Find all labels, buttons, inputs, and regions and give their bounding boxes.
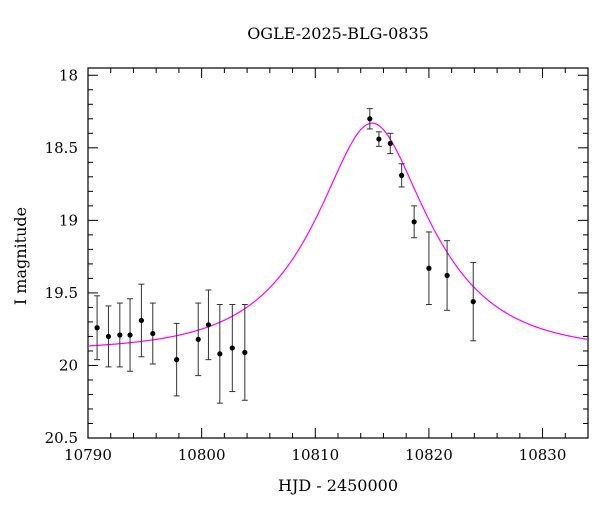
point-marker xyxy=(205,322,212,328)
x-tick-label: 10830 xyxy=(519,446,567,464)
point-marker xyxy=(174,357,180,363)
data-point xyxy=(470,261,477,342)
data-point xyxy=(387,132,394,155)
plot-frame xyxy=(87,67,589,439)
point-marker xyxy=(217,351,223,357)
y-tick-label: 20.5 xyxy=(45,429,78,447)
y-axis-label: I magnitude xyxy=(11,207,30,305)
chart-title: OGLE-2025-BLG-0835 xyxy=(247,24,429,43)
point-marker xyxy=(376,136,382,142)
data-points xyxy=(94,108,477,404)
x-tick-label: 10820 xyxy=(405,446,453,464)
data-point xyxy=(205,289,212,361)
data-point xyxy=(398,163,405,188)
data-point xyxy=(229,304,236,393)
y-tick-label: 19.5 xyxy=(45,284,78,302)
data-point xyxy=(138,283,145,358)
data-point xyxy=(425,231,432,306)
point-marker xyxy=(127,332,133,338)
point-marker xyxy=(444,272,450,279)
x-tick-label: 10810 xyxy=(291,446,339,464)
point-marker xyxy=(150,330,156,337)
point-marker xyxy=(94,325,100,331)
data-point xyxy=(411,205,418,239)
data-point xyxy=(94,295,101,361)
point-marker xyxy=(426,265,432,271)
tick-labels: 10790 10800 10810 10820 10830 18 18.5 19 19.5 20 2… xyxy=(45,66,567,464)
x-axis-label: HJD - 2450000 xyxy=(278,476,398,495)
y-tick-label: 20 xyxy=(59,356,78,374)
data-point xyxy=(375,131,382,147)
y-tick-label: 19 xyxy=(59,211,78,229)
point-marker xyxy=(105,333,112,340)
data-point xyxy=(105,305,112,368)
point-marker xyxy=(411,219,417,225)
data-point xyxy=(366,108,373,130)
model-curve xyxy=(87,122,589,347)
point-marker xyxy=(367,116,373,122)
data-point xyxy=(195,302,202,377)
y-tick-label: 18 xyxy=(59,66,78,84)
point-marker xyxy=(117,332,123,338)
point-marker xyxy=(195,336,201,342)
point-marker xyxy=(399,172,405,178)
y-tick-label: 18.5 xyxy=(45,139,78,157)
data-point xyxy=(173,322,180,397)
data-point xyxy=(216,304,223,404)
point-marker xyxy=(138,317,145,324)
point-marker xyxy=(242,349,248,355)
data-point xyxy=(116,302,123,368)
x-tick-label: 10790 xyxy=(64,446,112,464)
point-marker xyxy=(229,345,235,351)
data-point xyxy=(149,302,156,365)
x-tick-label: 10800 xyxy=(178,446,226,464)
data-point xyxy=(444,240,451,311)
data-point xyxy=(127,298,134,372)
axis-ticks xyxy=(87,68,589,439)
point-marker xyxy=(387,140,393,147)
data-point xyxy=(241,304,248,401)
point-marker xyxy=(470,299,476,305)
